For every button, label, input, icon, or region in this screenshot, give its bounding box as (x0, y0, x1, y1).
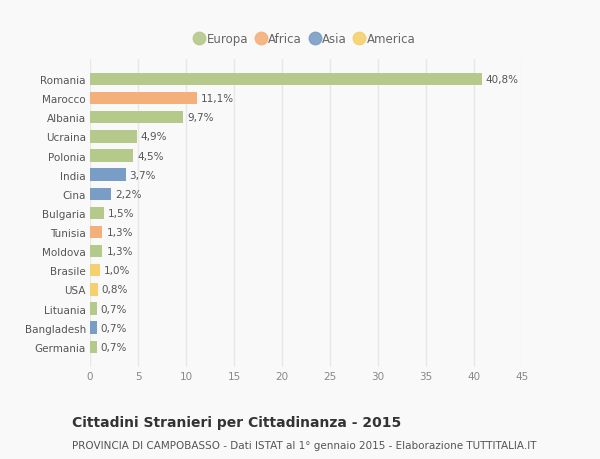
Bar (90, 246, 103, 258)
Text: 9,7%: 9,7% (187, 113, 214, 123)
Bar (90, 341, 97, 353)
Text: 11,1%: 11,1% (200, 94, 233, 104)
Text: 1,0%: 1,0% (103, 266, 130, 276)
Text: 1,3%: 1,3% (106, 246, 133, 257)
Text: 1,3%: 1,3% (106, 228, 133, 237)
Bar (90, 169, 125, 181)
Text: 2,2%: 2,2% (115, 190, 142, 199)
Bar (90, 150, 133, 162)
Bar (90, 207, 104, 220)
Text: 3,7%: 3,7% (130, 170, 156, 180)
Legend: Europa, Africa, Asia, America: Europa, Africa, Asia, America (191, 28, 421, 51)
Bar (90, 302, 97, 315)
Bar (90, 73, 482, 86)
Bar (90, 322, 97, 334)
Text: 0,7%: 0,7% (101, 304, 127, 314)
Text: 1,5%: 1,5% (108, 208, 135, 218)
Text: 4,5%: 4,5% (137, 151, 164, 161)
Bar (90, 188, 111, 201)
Text: PROVINCIA DI CAMPOBASSO - Dati ISTAT al 1° gennaio 2015 - Elaborazione TUTTITALI: PROVINCIA DI CAMPOBASSO - Dati ISTAT al … (72, 440, 536, 450)
Bar (90, 112, 183, 124)
Text: 4,9%: 4,9% (141, 132, 167, 142)
Text: 0,7%: 0,7% (101, 323, 127, 333)
Text: 0,7%: 0,7% (101, 342, 127, 352)
Text: 40,8%: 40,8% (485, 75, 518, 85)
Text: 0,8%: 0,8% (101, 285, 128, 295)
Bar (90, 284, 98, 296)
Bar (90, 264, 100, 277)
Bar (90, 131, 137, 143)
Bar (90, 226, 103, 239)
Bar (90, 93, 197, 105)
Text: Cittadini Stranieri per Cittadinanza - 2015: Cittadini Stranieri per Cittadinanza - 2… (72, 415, 401, 429)
